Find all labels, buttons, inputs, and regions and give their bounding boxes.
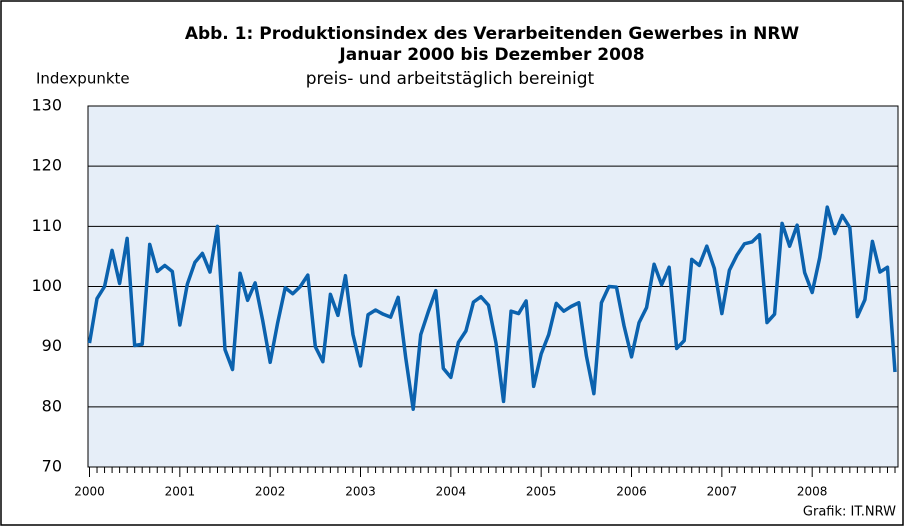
x-tick-label: 2007 [707, 485, 738, 499]
data-line [87, 205, 897, 411]
chart-title: Januar 2000 bis Dezember 2008 [338, 45, 644, 65]
x-tick-label: 2008 [797, 485, 828, 499]
y-tick-label: 120 [31, 156, 62, 175]
y-tick-label: 110 [31, 216, 62, 235]
chart-subtitle: preis- und arbeitstäglich bereinigt [306, 69, 595, 89]
x-tick-label: 2002 [255, 485, 286, 499]
x-tick-label: 2004 [436, 485, 467, 499]
y-tick-label: 80 [42, 396, 62, 415]
y-axis-label: Indexpunkte [36, 70, 130, 88]
x-tick-label: 2001 [165, 485, 196, 499]
x-tick-label: 2003 [345, 485, 376, 499]
y-tick-label: 130 [31, 96, 62, 115]
y-tick-label: 100 [31, 276, 62, 295]
x-tick-label: 2000 [74, 485, 105, 499]
source: Grafik: IT.NRW [803, 505, 896, 520]
x-tick-label: 2006 [616, 485, 647, 499]
y-tick-label: 70 [42, 457, 62, 476]
chart-title: Abb. 1: Produktionsindex des Verarbeiten… [185, 24, 800, 44]
x-tick-label: 2005 [526, 485, 557, 499]
y-tick-label: 90 [42, 336, 62, 355]
